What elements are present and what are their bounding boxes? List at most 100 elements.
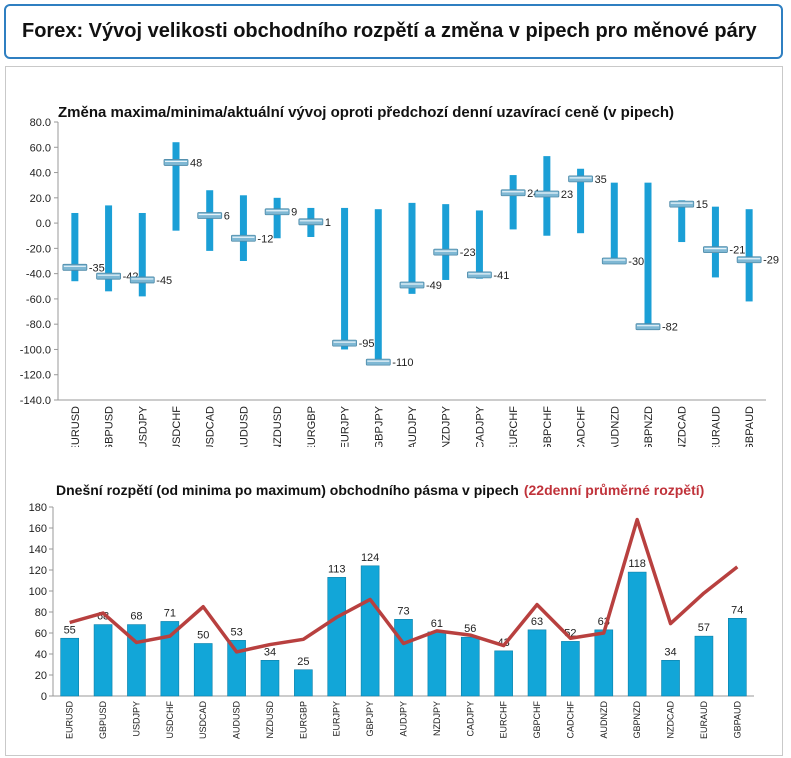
x-tick-label: AUDJPY [399, 701, 409, 737]
current-marker [500, 189, 526, 197]
x-tick-label: NZDCAD [666, 701, 676, 739]
x-tick-label: GBPAUD [744, 406, 756, 447]
current-marker [534, 190, 560, 198]
y-tick-label: -100.0 [20, 344, 51, 356]
x-tick-label: EURGBP [298, 701, 308, 739]
spread-chart-title-main: Dnešní rozpětí (od minima po maximum) ob… [56, 482, 519, 498]
x-tick-label: USDCAD [205, 406, 217, 447]
x-tick-label: CADCHF [565, 700, 575, 738]
spread-value-label: 56 [464, 623, 476, 635]
y-tick-label: 80.0 [30, 117, 51, 129]
spread-value-label: 118 [628, 558, 646, 570]
current-value-label: -35 [89, 262, 105, 274]
spread-bar [93, 624, 113, 697]
x-tick-label: AUDJPY [407, 405, 419, 447]
current-marker [332, 339, 357, 347]
y-tick-label: 20 [35, 670, 47, 682]
y-tick-label: -80.0 [26, 319, 51, 331]
y-tick-label: 60 [35, 628, 47, 640]
y-tick-label: -20.0 [26, 243, 51, 255]
spread-chart-title: Dnešní rozpětí (od minima po maximum) ob… [56, 482, 704, 498]
range-bar [442, 204, 450, 280]
y-tick-label: 120 [29, 565, 47, 577]
current-marker [399, 281, 425, 289]
spread-value-label: 113 [328, 563, 346, 575]
x-tick-label: NZDJPY [441, 405, 453, 447]
range-bar [678, 200, 686, 243]
range-bar [408, 202, 416, 294]
range-bar [206, 190, 214, 251]
current-value-label: -21 [729, 245, 745, 257]
spread-chart-title-highlight: (22denní průměrné rozpětí) [524, 482, 704, 498]
current-value-label: -45 [156, 275, 172, 287]
spread-bar [394, 619, 413, 697]
range-chart-title: Změna maxima/minima/aktuální vývoj oprot… [58, 104, 674, 121]
spread-bar [627, 571, 647, 697]
current-marker [62, 263, 88, 271]
current-marker [298, 218, 324, 226]
current-value-label: 23 [561, 189, 573, 201]
current-marker [669, 200, 695, 208]
y-tick-label: 40 [35, 649, 47, 661]
spread-value-label: 57 [698, 622, 710, 634]
range-bar [745, 209, 753, 302]
range-bar [71, 212, 79, 282]
current-marker [703, 246, 728, 254]
spread-bar [160, 621, 180, 697]
range-bar [273, 197, 281, 239]
range-bar [577, 168, 585, 234]
x-tick-label: GBPCHF [542, 406, 554, 447]
current-value-label: -82 [662, 322, 678, 334]
current-value-label: 9 [291, 207, 297, 219]
current-value-label: -12 [257, 233, 273, 245]
x-tick-label: USDJPY [137, 405, 149, 447]
spread-value-label: 74 [731, 604, 743, 616]
current-value-label: -95 [359, 338, 375, 350]
x-tick-label: GBPNZD [632, 701, 642, 739]
current-value-label: 15 [696, 199, 708, 211]
x-tick-label: USDCHF [165, 700, 175, 738]
current-marker [129, 276, 155, 284]
current-value-label: 6 [224, 211, 230, 223]
y-tick-label: 80 [35, 607, 47, 619]
y-tick-label: 60.0 [30, 142, 51, 154]
y-tick-label: -120.0 [20, 370, 51, 382]
x-tick-label: USDJPY [131, 701, 141, 737]
spread-value-label: 34 [264, 646, 276, 658]
current-value-label: 35 [595, 174, 607, 186]
spread-bar [561, 641, 580, 697]
x-tick-label: AUDUSD [238, 406, 250, 447]
range-bar [711, 206, 719, 278]
x-tick-label: EURJPY [332, 701, 342, 737]
x-tick-label: CADJPY [474, 405, 486, 447]
x-tick-label: EURCHF [508, 406, 520, 447]
x-tick-label: AUDUSD [232, 701, 242, 740]
spread-bar [360, 565, 380, 697]
current-marker [365, 358, 391, 366]
x-tick-label: CADJPY [465, 701, 475, 737]
spread-bar [327, 577, 347, 697]
spread-value-label: 63 [531, 616, 543, 628]
current-value-label: 48 [190, 157, 202, 169]
y-tick-label: -140.0 [20, 395, 51, 407]
range-bar [105, 205, 113, 292]
x-tick-label: CADCHF [576, 406, 588, 447]
y-tick-label: 160 [29, 523, 47, 535]
x-tick-label: NZDCAD [677, 406, 689, 447]
x-tick-label: GBPUSD [104, 406, 116, 447]
spread-value-label: 50 [197, 630, 209, 642]
current-marker [163, 159, 189, 166]
x-tick-label: NZDUSD [272, 406, 284, 447]
current-marker [231, 234, 256, 242]
average-range-line [69, 517, 739, 654]
spread-value-label: 71 [164, 607, 176, 619]
x-tick-label: GBPCHF [532, 701, 542, 739]
x-tick-label: EURCHF [499, 700, 509, 738]
y-tick-label: 0 [41, 691, 47, 703]
range-bar [475, 210, 483, 279]
x-tick-label: NZDJPY [432, 701, 442, 736]
current-value-label: -29 [763, 255, 779, 267]
x-tick-label: GBPJPY [365, 701, 375, 737]
y-tick-label: -60.0 [26, 294, 51, 306]
x-tick-label: GBPNZD [643, 406, 655, 447]
